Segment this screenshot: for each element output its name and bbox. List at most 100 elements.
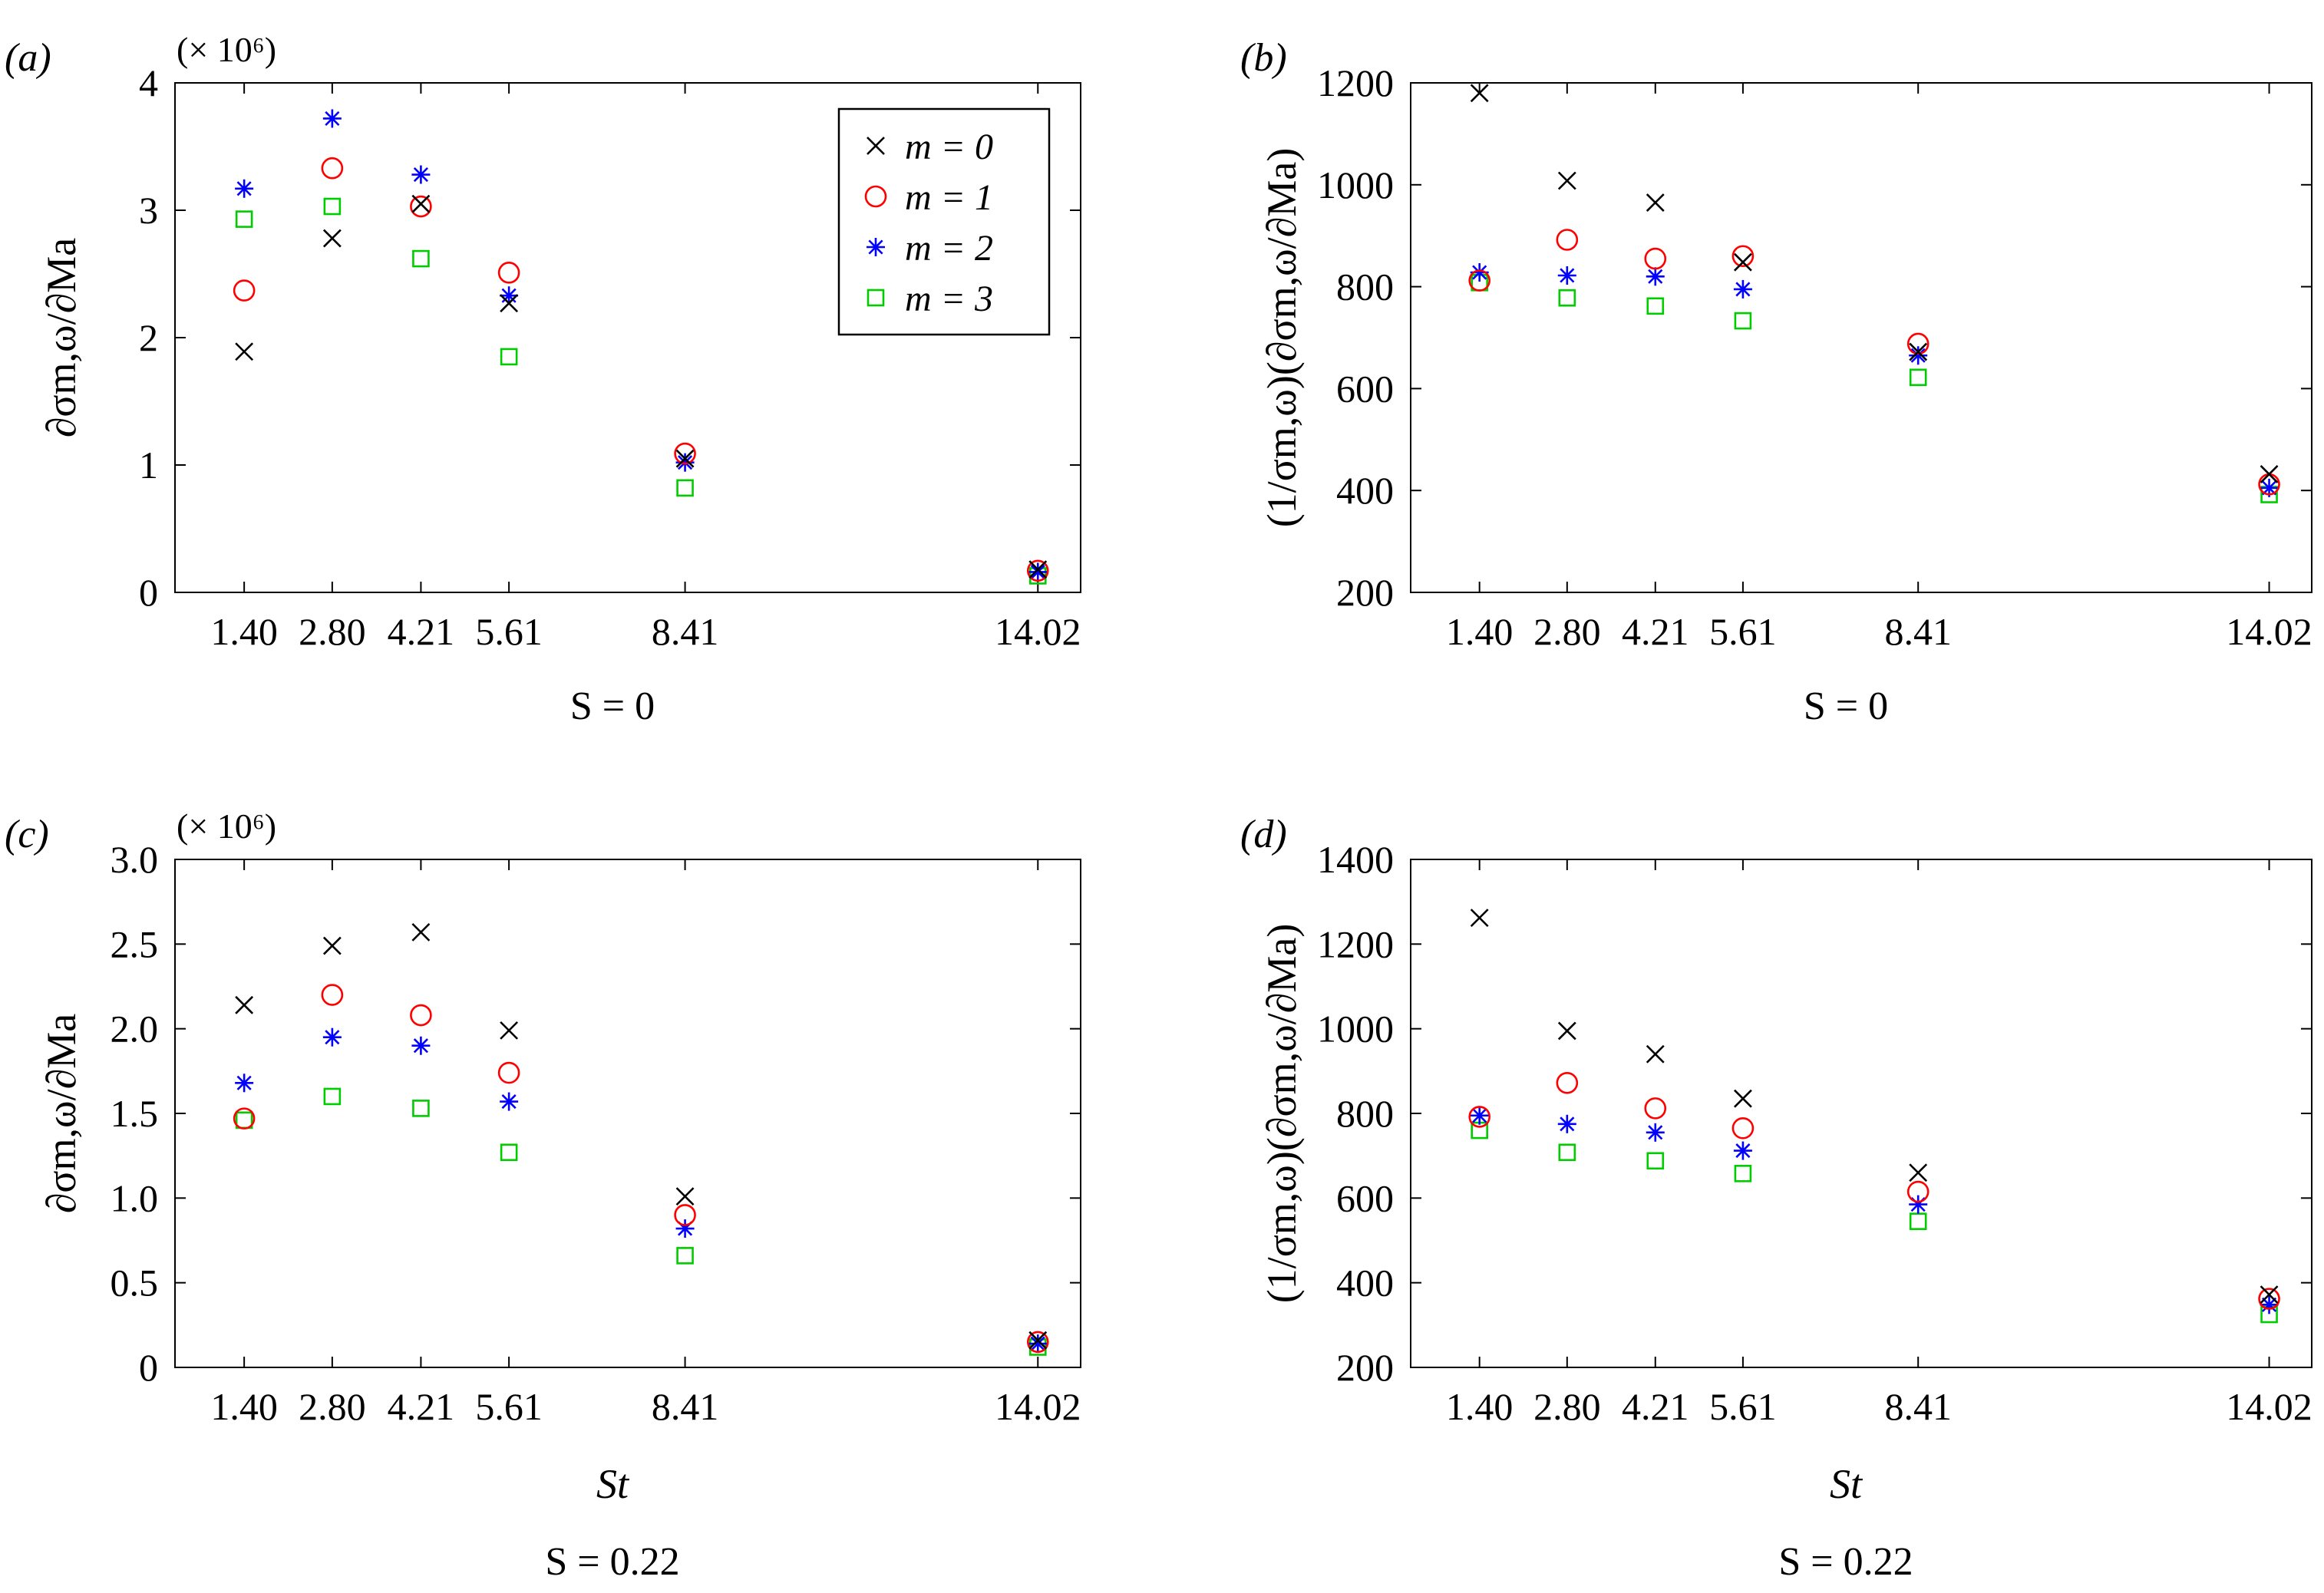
y-tick-label: 600 <box>1336 367 1394 410</box>
series-m2 <box>235 109 1048 582</box>
y-axis-label: ∂σm,ω/∂Ma <box>38 238 84 438</box>
x-tick-label: 2.80 <box>1533 1385 1601 1428</box>
data-point <box>2260 465 2279 483</box>
x-tick-label: 4.21 <box>388 1385 455 1428</box>
data-point <box>500 1092 519 1111</box>
data-point <box>1468 269 1490 292</box>
x-tick-label: 5.61 <box>1709 1385 1777 1428</box>
data-point <box>1909 1212 1927 1230</box>
y-tick-label: 1000 <box>1317 163 1394 206</box>
data-point <box>410 1004 432 1027</box>
data-point <box>676 479 694 497</box>
data-point <box>235 342 254 361</box>
x-tick-label: 2.80 <box>299 1385 366 1428</box>
data-point <box>497 262 520 284</box>
series-m1 <box>1468 1071 2280 1310</box>
series-m3 <box>1471 273 2278 503</box>
data-point <box>497 1061 520 1084</box>
x-axis-label: St <box>1830 1461 1863 1507</box>
data-point <box>1731 1117 1755 1140</box>
y-tick-label: 1 <box>139 444 158 486</box>
series-m0 <box>1470 84 2279 483</box>
y-tick-label: 3.0 <box>111 838 159 881</box>
data-point <box>676 1247 694 1265</box>
plot-frame <box>1410 859 2312 1368</box>
y-tick-label: 600 <box>1336 1176 1394 1219</box>
x-tick-label: 8.41 <box>1884 1385 1952 1428</box>
data-point <box>1556 229 1579 251</box>
data-point <box>235 995 254 1014</box>
legend-marker <box>864 185 887 208</box>
data-point <box>1733 252 1752 272</box>
y-axis-label: (1/σm,ω)(∂σm,ω/∂Ma) <box>1259 924 1305 1304</box>
data-point <box>1646 297 1665 315</box>
data-point <box>675 1187 695 1206</box>
y-tick-label: 1000 <box>1317 1008 1394 1050</box>
data-point <box>322 936 342 955</box>
x-tick-label: 14.02 <box>2226 1385 2312 1428</box>
y-tick-label: 2.5 <box>111 922 159 965</box>
series-m0 <box>235 922 1048 1350</box>
data-point <box>1028 1334 1048 1354</box>
y-tick-label: 400 <box>1336 469 1394 512</box>
y-tick-label: 2.0 <box>111 1008 159 1050</box>
x-tick-label: 4.21 <box>388 610 455 653</box>
condition-label: S = 0 <box>570 684 655 728</box>
y-axis-label: ∂σm,ω/∂Ma <box>38 1014 84 1214</box>
data-point <box>2258 1288 2280 1310</box>
y-tick-label: 2 <box>139 316 158 359</box>
data-point <box>412 1100 430 1117</box>
y-tick-label: 4 <box>139 61 158 104</box>
x-tick-label: 8.41 <box>652 610 719 653</box>
panel-c: 0 0.5 1.0 1.5 2.0 2.5 3.0 1.40 2.80 4.21 5.61 8.41 1… <box>5 806 1081 1584</box>
data-point <box>235 210 253 228</box>
data-point <box>2260 1285 2279 1304</box>
data-point <box>1468 1106 1490 1128</box>
data-point <box>1909 368 1927 387</box>
data-point <box>1470 909 1489 928</box>
data-point <box>1644 1097 1667 1120</box>
data-point <box>322 109 342 128</box>
data-point <box>321 157 344 180</box>
panel-d: 200 400 600 800 1000 1200 1400 1.40 2.80 4.21 5.61… <box>1240 813 2312 1584</box>
data-point <box>1028 562 1048 582</box>
data-point <box>233 279 256 302</box>
series-m1 <box>1468 229 2280 496</box>
data-point <box>1906 332 1930 355</box>
data-point <box>1909 342 1928 361</box>
plot-frame <box>174 859 1081 1368</box>
data-point <box>322 1027 342 1047</box>
y-tick-label: 3 <box>139 189 158 232</box>
panel-a: 0 1 2 3 4 1.40 2.80 4.21 5.61 8.41 14.02 (a) (× 10⁶)… <box>5 30 1081 728</box>
data-point <box>411 922 431 942</box>
data-point <box>1470 84 1489 103</box>
data-point <box>1028 560 1048 579</box>
legend-label: m = 3 <box>905 279 993 319</box>
x-tick-label: 14.02 <box>995 610 1081 653</box>
y-tick-label: 0.5 <box>111 1262 159 1304</box>
data-point <box>2260 1295 2279 1314</box>
x-tick-label: 2.80 <box>299 610 366 653</box>
data-point <box>1557 1021 1576 1041</box>
data-point <box>410 195 432 218</box>
y-axis-label: (1/σm,ω)(∂σm,ω/∂Ma) <box>1259 148 1305 528</box>
series-m3 <box>1471 1121 2278 1324</box>
data-point <box>1557 1114 1576 1133</box>
legend-label: m = 1 <box>905 177 993 218</box>
data-point <box>1906 1180 1930 1203</box>
data-point <box>1644 247 1667 270</box>
condition-label: S = 0.22 <box>1778 1540 1913 1584</box>
y-tick-label: 0 <box>139 571 158 614</box>
data-point <box>235 179 254 198</box>
condition-label: S = 0 <box>1804 684 1888 728</box>
data-point <box>674 1204 696 1226</box>
data-point <box>500 1021 519 1040</box>
y-tick-label: 1.0 <box>111 1176 159 1219</box>
legend-marker <box>867 238 885 256</box>
data-point <box>1646 267 1665 286</box>
data-point <box>1733 1141 1752 1160</box>
y-tick-label: 200 <box>1336 571 1394 614</box>
x-tick-label: 14.02 <box>995 1385 1081 1428</box>
data-point <box>1909 1163 1928 1182</box>
